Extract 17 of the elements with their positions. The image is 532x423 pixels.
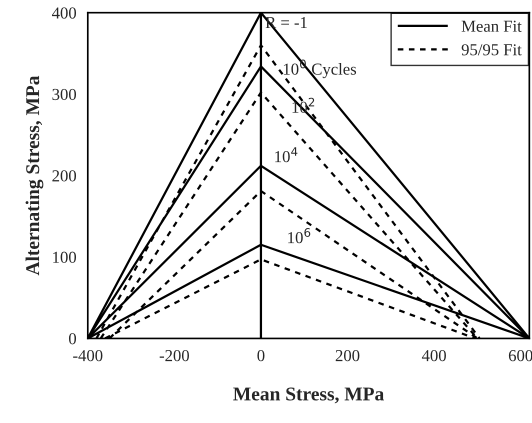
y-tick-label: 300 bbox=[52, 88, 76, 100]
x-tick-label: -200 bbox=[160, 350, 189, 362]
x-tick-label: 200 bbox=[336, 350, 360, 362]
annotation: 10$^{0}$ Cycles bbox=[284, 60, 356, 78]
y-tick-label: 0 bbox=[68, 333, 76, 344]
x-axis-title: Mean Stress, MPa bbox=[233, 387, 384, 404]
legend-label: Mean Fit bbox=[462, 20, 522, 32]
y-axis-title: Alternating Stress, MPa bbox=[26, 76, 44, 276]
legend-label: 95/95 Fit bbox=[462, 44, 522, 56]
x-tick-label: 400 bbox=[422, 350, 446, 362]
x-tick-label: 0 bbox=[257, 350, 264, 362]
annotation: 10$^{6}$ bbox=[288, 228, 310, 244]
y-tick-label: 100 bbox=[53, 252, 76, 263]
annotation: 10$^{4}$ bbox=[275, 147, 298, 162]
y-tick-label: 200 bbox=[52, 170, 76, 182]
x-tick-label: -400 bbox=[73, 350, 102, 362]
y-tick-label: 400 bbox=[52, 7, 76, 19]
